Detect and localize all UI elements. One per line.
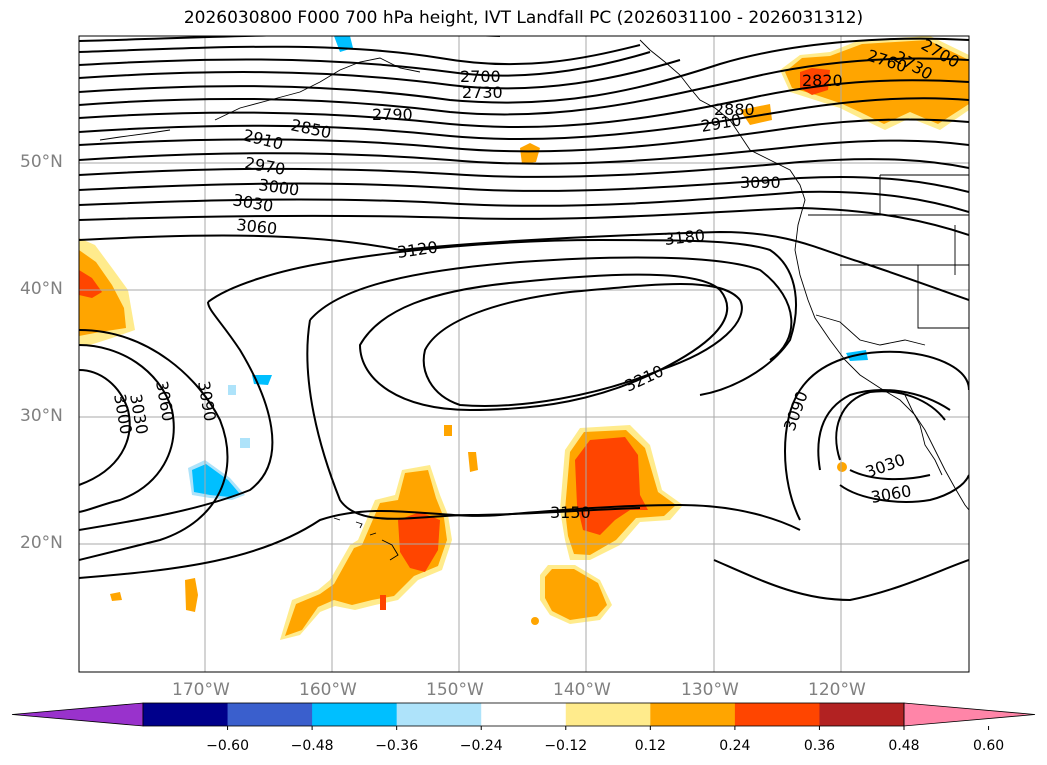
- lon-label-150w: 150°W: [426, 680, 484, 700]
- colorbar-segment: [396, 703, 482, 726]
- colorbar-tick-label: −0.12: [544, 738, 588, 754]
- map-area: [79, 36, 969, 672]
- colorbar-segment: [312, 703, 398, 726]
- colorbar-segment: [734, 703, 820, 726]
- lon-label-130w: 130°W: [681, 680, 739, 700]
- contour-label: 3060: [236, 215, 278, 238]
- colorbar-tick-label: −0.24: [459, 738, 503, 754]
- lon-label-170w: 170°W: [172, 680, 230, 700]
- map-title: 2026030800 F000 700 hPa height, IVT Land…: [183, 8, 864, 28]
- contour-label: 2880: [714, 100, 755, 119]
- colorbar-tick-label: 0.12: [634, 738, 666, 754]
- colorbar: [11, 702, 1036, 730]
- lat-label-20n: 20°N: [20, 533, 63, 553]
- ivt-negative-shading: [188, 36, 868, 500]
- height-contours: [79, 36, 969, 602]
- lat-label-40n: 40°N: [20, 279, 63, 299]
- contour-label: 3180: [663, 226, 705, 249]
- contour-label: 2790: [372, 105, 413, 124]
- colorbar-extend-low: [11, 702, 144, 727]
- map-border: [78, 35, 970, 673]
- lat-label-50n: 50°N: [20, 152, 63, 172]
- lon-label-160w: 160°W: [299, 680, 357, 700]
- colorbar-segment: [227, 703, 313, 726]
- lon-label-120w: 120°W: [808, 680, 866, 700]
- contour-label: 2820: [802, 71, 843, 90]
- colorbar-segment: [143, 703, 229, 726]
- colorbar-tick-label: −0.48: [290, 738, 334, 754]
- colorbar-tick-label: 0.36: [803, 738, 836, 754]
- lat-label-30n: 30°N: [20, 406, 63, 426]
- colorbar-tick-label: 0.24: [719, 738, 751, 754]
- lon-label-140w: 140°W: [553, 680, 611, 700]
- colorbar-segment: [819, 703, 905, 726]
- colorbar-border: [142, 702, 905, 727]
- contour-label: 3090: [740, 173, 781, 192]
- colorbar-segment: [565, 703, 651, 726]
- ivt-positive-shading: [79, 36, 969, 640]
- colorbar-extend-high: [903, 702, 1036, 727]
- coastlines: [99, 39, 969, 561]
- colorbar-segment: [481, 703, 567, 726]
- contour-label: 2730: [462, 83, 503, 102]
- contour-label: 2700: [460, 67, 501, 86]
- colorbar-tick-label: 0.60: [972, 738, 1005, 754]
- colorbar-segment: [650, 703, 736, 726]
- colorbar-tick-label: −0.60: [206, 738, 249, 754]
- contour-label: 3150: [550, 503, 591, 522]
- colorbar-tick-label: −0.36: [375, 738, 419, 754]
- colorbar-tick-label: 0.48: [888, 738, 920, 754]
